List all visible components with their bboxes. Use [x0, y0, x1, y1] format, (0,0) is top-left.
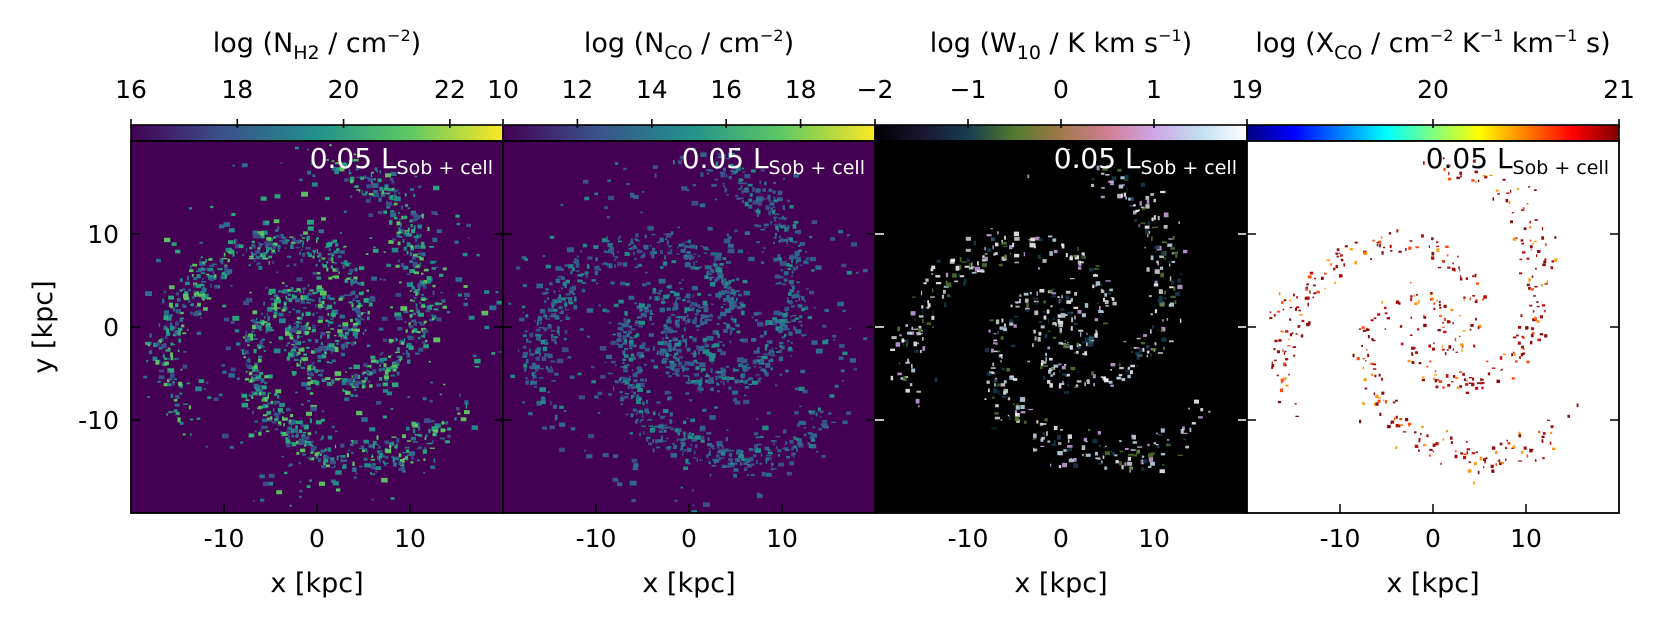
colorbar-tick-label: 21	[1603, 75, 1635, 104]
panel-annotation: 0.05 LSob + cell	[682, 142, 865, 179]
map-background	[131, 141, 503, 513]
panel-1: log (NH2 / cm−2) 16 18 20 22 -10 0 10 10 0 -10 x [k…	[28, 26, 504, 599]
colorbar-1	[130, 124, 504, 142]
colorbar-tick-label: 18	[785, 75, 817, 104]
colorbar-tick-label: 16	[115, 75, 147, 104]
x-axis-label: x [kpc]	[1386, 568, 1479, 599]
colorbar-2	[502, 124, 876, 142]
panel-2: log (NCO / cm−2) 10 12 14 16 18 -10 0 10 x [kpc] 0…	[487, 26, 876, 599]
spiral-galaxy-map	[508, 147, 868, 513]
spiral-galaxy-map	[890, 149, 1211, 474]
colorbar-label: log (XCO / cm−2 K−1 km−1 s)	[1255, 26, 1610, 64]
x-tick-label: 10	[394, 524, 426, 553]
x-tick-label: -10	[576, 524, 617, 553]
colorbar-tick-label: 20	[328, 75, 360, 104]
x-tick-label: -10	[204, 524, 245, 553]
colorbar-tick-label: 22	[434, 75, 466, 104]
x-axis-label: x [kpc]	[642, 568, 735, 599]
colorbar-tick-label: 19	[1231, 75, 1263, 104]
map-emission	[145, 163, 496, 488]
x-tick-label: 0	[1053, 524, 1069, 553]
colorbar-tick-label: 20	[1417, 75, 1449, 104]
x-tick-label: -10	[1320, 524, 1361, 553]
y-tick-label: 10	[87, 220, 119, 249]
x-tick-label: 10	[1510, 524, 1542, 553]
colorbar-tick-label: 16	[710, 75, 742, 104]
panel-annotation: 0.05 LSob + cell	[1426, 142, 1609, 179]
colorbar-tick-label: 18	[221, 75, 253, 104]
spiral-galaxy-map	[143, 144, 502, 507]
x-tick-label: 0	[681, 524, 697, 553]
panel-annotation: 0.05 LSob + cell	[1054, 142, 1237, 179]
colorbar-tick-label: 0	[1053, 75, 1069, 104]
colorbar-tick-label: 1	[1146, 75, 1162, 104]
y-tick-label: -10	[78, 406, 119, 435]
x-tick-label: 10	[766, 524, 798, 553]
colorbar-label: log (NH2 / cm−2)	[213, 26, 421, 64]
panel-annotation: 0.05 LSob + cell	[310, 142, 493, 179]
x-tick-label: 0	[1425, 524, 1441, 553]
x-axis-label: x [kpc]	[1014, 568, 1107, 599]
panel-3: log (W10 / K km s−1) −2 −1 0 1 -10 0 10 x [kpc] 0…	[857, 26, 1248, 599]
map-background	[1247, 141, 1619, 513]
x-tick-label: -10	[948, 524, 989, 553]
colorbar-label: log (W10 / K km s−1)	[930, 26, 1192, 64]
colorbar-tick-label: −1	[950, 75, 987, 104]
map-emission	[521, 152, 868, 507]
colorbar-label: log (NCO / cm−2)	[584, 26, 794, 64]
y-tick-label: 0	[103, 313, 119, 342]
x-tick-label: 0	[309, 524, 325, 553]
colorbar-tick-label: 14	[636, 75, 668, 104]
colorbar-tick-label: −2	[857, 75, 894, 104]
x-tick-label: 10	[1138, 524, 1170, 553]
y-axis-label: y [kpc]	[28, 280, 59, 373]
map-emission	[903, 166, 1187, 471]
map-emission	[510, 160, 852, 513]
colorbar-tick-label: 10	[487, 75, 519, 104]
colorbar-tick-label: 12	[561, 75, 593, 104]
x-axis-label: x [kpc]	[270, 568, 363, 599]
panel-4: log (XCO / cm−2 K−1 km−1 s) 19 20 21 -10 0 10 x…	[1231, 26, 1635, 599]
